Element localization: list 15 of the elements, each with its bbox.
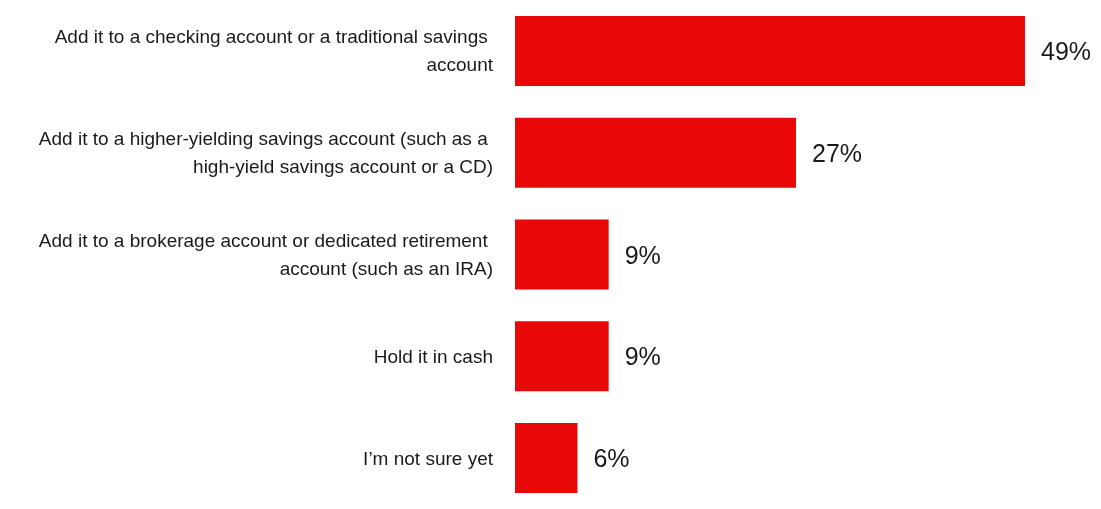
y-tick-label: Add it to a brokerage account or dedicated retirement account (such as an IRA) bbox=[38, 230, 493, 279]
data-label: 27% bbox=[812, 138, 863, 167]
bar bbox=[515, 117, 797, 188]
y-tick-label: Add it to a checking account or a traditional savings account bbox=[54, 26, 494, 76]
data-label: 49% bbox=[1041, 36, 1092, 65]
y-tick-label: Hold it in cash bbox=[373, 345, 493, 367]
data-label: 9% bbox=[624, 342, 661, 371]
bar bbox=[515, 219, 609, 290]
y-tick-label: Add it to a higher-yielding savings account (such as a high-yield savings account or a CD) bbox=[38, 128, 493, 178]
data-label: 6% bbox=[593, 444, 630, 473]
bar bbox=[515, 423, 578, 494]
bar bbox=[515, 321, 609, 392]
bar bbox=[515, 15, 1025, 86]
data-label: 9% bbox=[624, 240, 661, 269]
y-tick-label: I’m not sure yet bbox=[363, 447, 494, 469]
